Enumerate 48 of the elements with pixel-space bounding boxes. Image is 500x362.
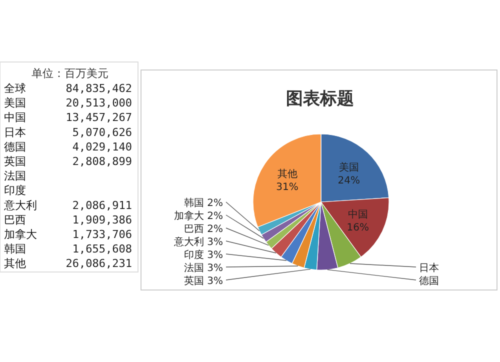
category-label: 美国 (4, 96, 26, 110)
category-label: 中国 (4, 111, 26, 124)
text: 20,513,000 (66, 96, 132, 110)
text: 4,029,140 (72, 140, 132, 154)
slice-label: 加拿大 (174, 210, 204, 222)
text: 26,086,231 (66, 257, 132, 270)
category-label: 全球 (4, 82, 26, 95)
category-label: 韩国 (4, 242, 26, 256)
data-label: 3% (207, 276, 223, 287)
data-label: 2% (207, 198, 223, 209)
slice-label: 中国 (348, 208, 368, 220)
category-label: 法国 (4, 170, 26, 183)
data-label: 3% (207, 250, 223, 261)
slice-label: 美国 (338, 161, 359, 174)
data-label: 31% (276, 182, 298, 194)
slice-label: 其他 (277, 168, 298, 180)
slice-label: 英国 (184, 275, 204, 287)
category-label: 英国 (4, 155, 26, 168)
category-label: 巴西 (4, 213, 26, 226)
text: 1,733,706 (72, 228, 132, 241)
text: 1,909,386 (72, 213, 132, 226)
text: 84,835,462 (66, 82, 132, 95)
slice-label: 日本 (419, 262, 439, 274)
data-label: 16% (346, 222, 370, 234)
text: 单位：百万美元 (32, 67, 108, 80)
category-label: 加拿大 (4, 228, 37, 241)
slice-label: 德国 (419, 276, 439, 287)
data-label: 3% (207, 263, 223, 274)
slice-label: 巴西 (184, 224, 204, 235)
data-label: 3% (207, 237, 223, 248)
text: 5,070,626 (72, 126, 132, 139)
data-label: 2% (207, 211, 223, 222)
text: 2,808,899 (72, 155, 132, 168)
category-label: 德国 (4, 140, 26, 154)
text: 13,457,267 (66, 111, 132, 124)
slice-label: 法国 (184, 262, 204, 274)
text: 1,655,608 (72, 242, 132, 256)
slice-label: 韩国 (184, 197, 204, 209)
slice-label: 意大利 (173, 236, 204, 248)
category-label: 其他 (4, 257, 26, 270)
slice-label: 印度 (184, 249, 204, 261)
data-label: 24% (338, 175, 360, 186)
data-label: 2% (207, 224, 223, 235)
category-label: 意大利 (3, 198, 37, 212)
category-label: 日本 (4, 126, 26, 139)
category-label: 印度 (4, 184, 26, 198)
chart-title: 图表标题 (286, 89, 354, 109)
text: 2,086,911 (72, 198, 132, 212)
